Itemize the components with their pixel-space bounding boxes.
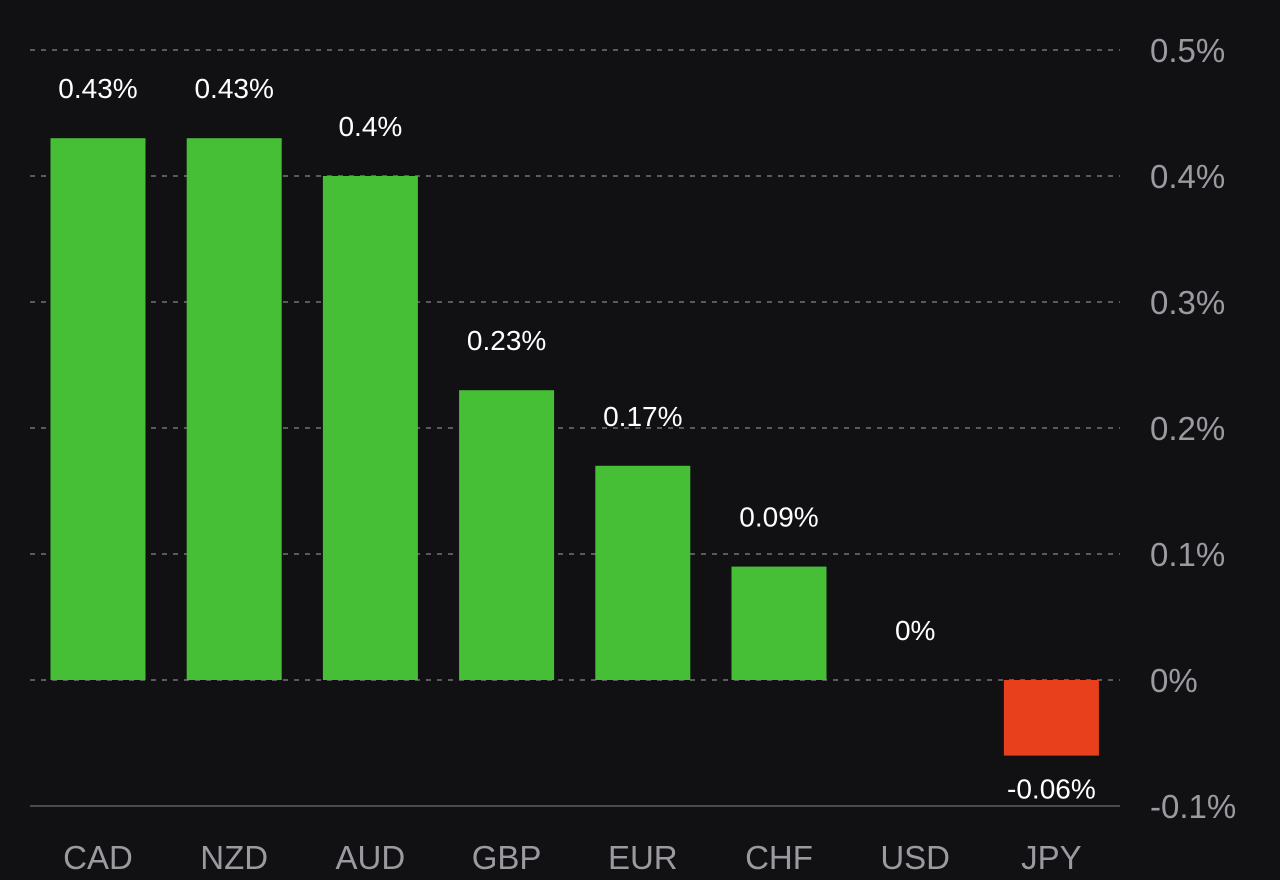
- bar-gbp: [459, 390, 555, 680]
- data-label-eur: 0.17%: [603, 401, 682, 432]
- y-tick-label: 0.3%: [1150, 284, 1225, 321]
- x-tick-label-gbp: GBP: [472, 839, 542, 876]
- y-axis: 0.5% 0.4% 0.3% 0.2% 0.1% 0% -0.1%: [1150, 32, 1236, 825]
- y-tick-label: 0.1%: [1150, 536, 1225, 573]
- data-label-usd: 0%: [895, 615, 935, 646]
- bar-eur: [595, 465, 691, 680]
- data-label-cad: 0.43%: [58, 73, 137, 104]
- data-labels-layer: 0.43% 0.43% 0.4% 0.23% 0.17% 0.09% 0% -0.06%: [58, 73, 1095, 804]
- bars-layer: [50, 138, 1099, 756]
- data-label-aud: 0.4%: [338, 111, 402, 142]
- x-tick-label-jpy: JPY: [1021, 839, 1082, 876]
- x-tick-label-chf: CHF: [745, 839, 813, 876]
- y-tick-label: 0.5%: [1150, 32, 1225, 69]
- data-label-jpy: -0.06%: [1007, 774, 1096, 805]
- x-tick-label-eur: EUR: [608, 839, 678, 876]
- x-axis: CAD NZD AUD GBP EUR CHF USD JPY: [63, 839, 1082, 876]
- x-tick-label-nzd: NZD: [200, 839, 268, 876]
- data-label-nzd: 0.43%: [194, 73, 273, 104]
- x-tick-label-cad: CAD: [63, 839, 133, 876]
- bar-jpy: [1003, 680, 1099, 756]
- y-tick-label: -0.1%: [1150, 788, 1236, 825]
- y-tick-label: 0.4%: [1150, 158, 1225, 195]
- bar-chf: [731, 566, 827, 680]
- y-tick-label: 0%: [1150, 662, 1198, 699]
- x-tick-label-aud: AUD: [336, 839, 406, 876]
- x-tick-label-usd: USD: [880, 839, 950, 876]
- bar-cad: [50, 138, 146, 680]
- y-tick-label: 0.2%: [1150, 410, 1225, 447]
- grid-layer: [30, 49, 1120, 807]
- data-label-gbp: 0.23%: [467, 325, 546, 356]
- bar-aud: [322, 176, 418, 680]
- data-label-chf: 0.09%: [739, 502, 818, 533]
- bar-nzd: [186, 138, 282, 680]
